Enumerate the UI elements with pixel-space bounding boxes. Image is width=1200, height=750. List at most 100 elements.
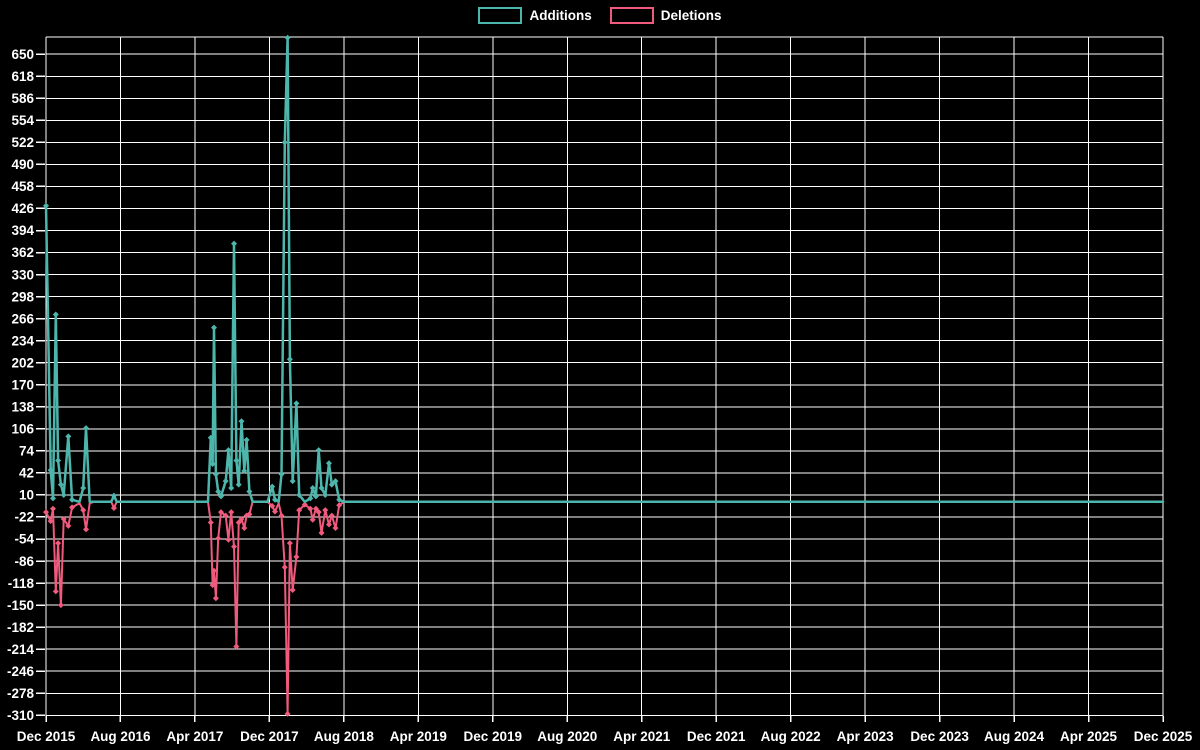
y-tick-label: -118 bbox=[8, 576, 35, 591]
legend-item-deletions[interactable]: Deletions bbox=[609, 7, 722, 24]
y-tick-label: 202 bbox=[11, 355, 34, 370]
y-tick-label: 170 bbox=[11, 377, 34, 392]
y-tick-label: -246 bbox=[7, 664, 35, 679]
x-tick-label: Apr 2025 bbox=[1060, 729, 1118, 744]
deletions-point-marker bbox=[296, 507, 303, 514]
additions-point-marker bbox=[309, 485, 316, 492]
deletions-point-marker bbox=[47, 518, 54, 525]
y-tick-label: 490 bbox=[11, 157, 34, 172]
additions-point-marker bbox=[289, 478, 296, 485]
deletions-point-marker bbox=[336, 502, 343, 509]
deletions-point-marker bbox=[80, 507, 87, 514]
chart-legend: Additions Deletions bbox=[0, 7, 1200, 24]
y-tick-label: -214 bbox=[7, 642, 35, 657]
y-tick-label: 330 bbox=[11, 267, 34, 282]
deletions-point-marker bbox=[228, 509, 235, 516]
deletions-point-marker bbox=[325, 521, 332, 528]
y-tick-label: 618 bbox=[11, 69, 34, 84]
legend-item-additions[interactable]: Additions bbox=[478, 7, 592, 24]
deletions-point-marker bbox=[241, 525, 248, 532]
data-series bbox=[43, 34, 1165, 717]
additions-point-marker bbox=[225, 447, 232, 454]
additions-point-marker bbox=[49, 495, 56, 502]
additions-point-marker bbox=[231, 240, 238, 247]
deletions-point-marker bbox=[57, 602, 64, 609]
additions-point-marker bbox=[293, 400, 300, 407]
deletions-point-marker bbox=[286, 540, 293, 547]
y-tick-label: -310 bbox=[7, 708, 34, 723]
x-tick-label: Dec 2019 bbox=[464, 729, 523, 744]
deletions-point-marker bbox=[307, 505, 314, 512]
y-tick-label: 298 bbox=[11, 289, 34, 304]
deletions-point-marker bbox=[318, 529, 325, 536]
y-tick-label: 522 bbox=[11, 135, 34, 150]
deletions-point-marker bbox=[65, 522, 72, 529]
deletions-point-marker bbox=[278, 512, 285, 519]
deletions-point-marker bbox=[60, 516, 67, 523]
additions-point-marker bbox=[296, 491, 303, 498]
additions-point-marker bbox=[222, 478, 229, 485]
additions-point-marker bbox=[238, 418, 245, 425]
y-tick-label: -182 bbox=[7, 620, 34, 635]
deletions-point-marker bbox=[49, 505, 56, 512]
deletions-point-marker bbox=[43, 509, 49, 516]
y-tick-label: 10 bbox=[19, 488, 34, 503]
y-tick-label: 266 bbox=[11, 311, 34, 326]
y-tick-label: 234 bbox=[11, 333, 34, 348]
y-tick-label: 42 bbox=[19, 466, 34, 481]
legend-label-additions: Additions bbox=[529, 8, 592, 23]
deletions-point-marker bbox=[207, 519, 214, 526]
deletions-line bbox=[45, 500, 1164, 715]
legend-label-deletions: Deletions bbox=[660, 8, 722, 23]
additions-point-marker bbox=[284, 34, 291, 41]
deletions-point-marker bbox=[209, 582, 216, 589]
deletions-point-marker bbox=[309, 516, 316, 523]
additions-point-marker bbox=[55, 457, 62, 464]
deletions-point-marker bbox=[83, 526, 90, 533]
additions-point-marker bbox=[307, 495, 314, 502]
x-tick-label: Dec 2015 bbox=[17, 729, 76, 744]
deletions-point-marker bbox=[293, 553, 300, 560]
additions-point-marker bbox=[110, 492, 117, 499]
deletions-point-marker bbox=[289, 586, 296, 593]
x-tick-label: Aug 2016 bbox=[90, 729, 151, 744]
additions-point-marker bbox=[228, 485, 235, 492]
deletions-point-marker bbox=[312, 505, 319, 512]
x-tick-label: Dec 2025 bbox=[1134, 729, 1193, 744]
deletions-point-marker bbox=[222, 512, 229, 519]
additions-line bbox=[44, 36, 1165, 504]
x-tick-label: Apr 2019 bbox=[390, 729, 447, 744]
deletions-point-marker bbox=[269, 502, 276, 509]
additions-point-marker bbox=[286, 356, 293, 363]
additions-point-marker bbox=[69, 496, 76, 503]
additions-point-marker bbox=[52, 311, 59, 318]
additions-point-marker bbox=[241, 467, 248, 474]
additions-point-marker bbox=[217, 493, 224, 500]
additions-point-marker bbox=[312, 493, 319, 500]
additions-point-marker bbox=[57, 481, 64, 488]
additions-point-marker bbox=[209, 460, 216, 467]
additions-point-marker bbox=[83, 425, 90, 432]
deletions-point-marker bbox=[233, 643, 240, 650]
x-tick-label: Dec 2023 bbox=[910, 729, 969, 744]
axis-labels: 650 618 586 554 522 490 458 426 394 362 330 298 266 2… bbox=[7, 47, 1193, 744]
additions-point-marker bbox=[325, 460, 332, 467]
deletions-point-marker bbox=[212, 595, 219, 602]
y-tick-label: 426 bbox=[11, 201, 34, 216]
additions-point-marker bbox=[235, 481, 242, 488]
x-tick-label: Dec 2017 bbox=[240, 729, 299, 744]
deletions-point-marker bbox=[281, 564, 288, 571]
x-tick-label: Apr 2017 bbox=[166, 729, 223, 744]
deletions-point-marker bbox=[238, 516, 245, 523]
deletions-point-marker bbox=[235, 519, 242, 526]
additions-point-marker bbox=[215, 488, 222, 495]
additions-point-marker bbox=[269, 483, 276, 490]
x-tick-label: Apr 2023 bbox=[837, 729, 895, 744]
y-tick-label: 362 bbox=[11, 245, 34, 260]
x-tick-label: Dec 2021 bbox=[687, 729, 746, 744]
y-tick-label: 74 bbox=[19, 444, 35, 459]
additions-point-marker bbox=[336, 496, 343, 503]
y-tick-label: 394 bbox=[11, 223, 34, 238]
x-tick-label: Aug 2020 bbox=[537, 729, 597, 744]
